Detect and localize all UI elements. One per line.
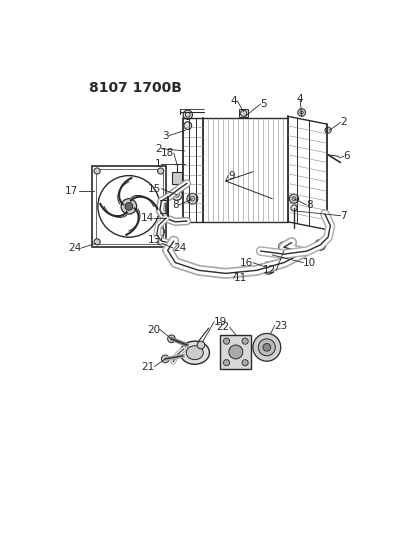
- Circle shape: [171, 189, 182, 200]
- Text: 17: 17: [65, 186, 79, 196]
- Circle shape: [291, 205, 297, 211]
- Text: 24: 24: [173, 243, 186, 253]
- Text: 9: 9: [228, 171, 235, 181]
- Circle shape: [298, 109, 305, 116]
- Text: 4: 4: [231, 96, 238, 106]
- Bar: [95, 169, 163, 244]
- Circle shape: [224, 360, 230, 366]
- Circle shape: [183, 110, 192, 119]
- Circle shape: [157, 239, 164, 245]
- Circle shape: [94, 239, 100, 245]
- Text: 20: 20: [147, 325, 160, 335]
- Bar: [171, 172, 182, 184]
- Text: 2: 2: [155, 144, 162, 154]
- Bar: [220, 335, 251, 369]
- Text: 6: 6: [344, 151, 350, 161]
- Circle shape: [258, 339, 275, 356]
- Circle shape: [315, 239, 326, 251]
- Text: 8: 8: [173, 200, 179, 210]
- Circle shape: [242, 360, 248, 366]
- Circle shape: [224, 338, 230, 344]
- Circle shape: [125, 203, 133, 210]
- Text: 10: 10: [303, 257, 316, 268]
- Circle shape: [187, 193, 198, 204]
- Circle shape: [155, 227, 164, 237]
- Text: 12: 12: [263, 265, 276, 276]
- Text: 2: 2: [340, 117, 347, 127]
- Text: 14: 14: [141, 213, 154, 223]
- Bar: [92, 166, 166, 247]
- Circle shape: [325, 127, 331, 133]
- Circle shape: [263, 343, 271, 351]
- Circle shape: [162, 355, 169, 363]
- Ellipse shape: [180, 341, 210, 364]
- Text: 22: 22: [216, 322, 230, 332]
- Text: 13: 13: [148, 235, 162, 245]
- Circle shape: [278, 242, 289, 253]
- Text: 19: 19: [214, 317, 227, 327]
- Text: 18: 18: [161, 148, 174, 158]
- Circle shape: [168, 335, 175, 343]
- Circle shape: [242, 338, 248, 344]
- Text: 8107 1700B: 8107 1700B: [89, 81, 181, 95]
- Text: 1: 1: [155, 159, 162, 169]
- Text: 5: 5: [261, 99, 267, 109]
- Text: 3: 3: [162, 131, 169, 141]
- Text: 4: 4: [297, 94, 303, 104]
- Circle shape: [94, 168, 100, 174]
- Text: 15: 15: [148, 184, 162, 193]
- Circle shape: [197, 341, 205, 349]
- Ellipse shape: [186, 346, 203, 360]
- Circle shape: [184, 122, 192, 130]
- Circle shape: [289, 194, 299, 203]
- Text: 24: 24: [68, 243, 82, 253]
- Text: 16: 16: [240, 257, 253, 268]
- Text: 7: 7: [340, 211, 347, 221]
- Circle shape: [121, 199, 136, 214]
- Bar: [239, 109, 248, 117]
- Text: 21: 21: [141, 361, 155, 372]
- Circle shape: [229, 345, 243, 359]
- Circle shape: [262, 262, 275, 274]
- Circle shape: [157, 168, 164, 174]
- Circle shape: [253, 334, 281, 361]
- Text: 8: 8: [306, 200, 313, 210]
- Text: 11: 11: [233, 273, 247, 283]
- Circle shape: [240, 110, 247, 116]
- Text: 23: 23: [275, 321, 288, 331]
